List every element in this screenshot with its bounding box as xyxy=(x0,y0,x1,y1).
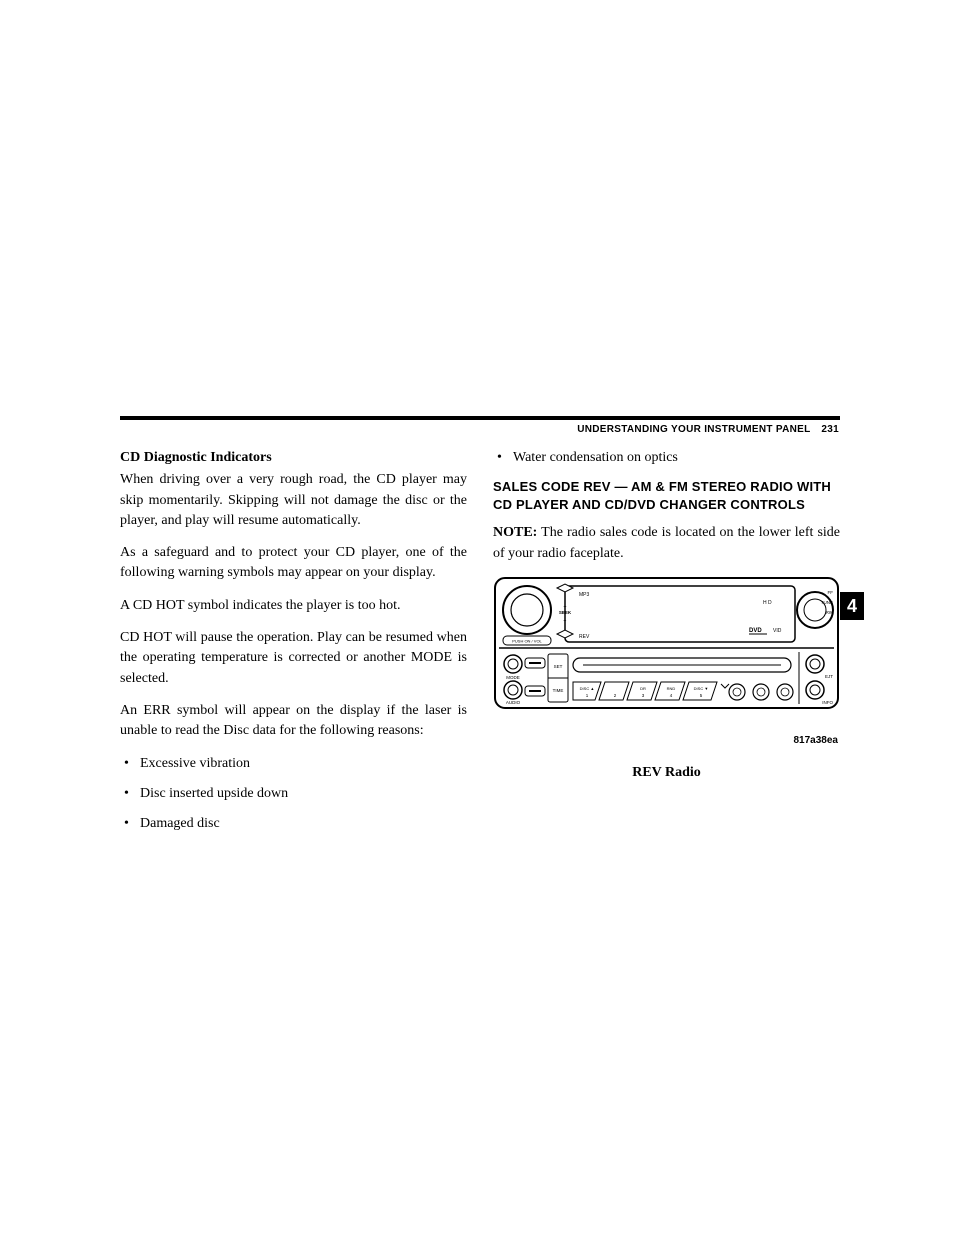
hd-label: H D xyxy=(763,600,772,606)
paragraph: As a safeguard and to protect your CD pl… xyxy=(120,543,467,584)
error-reasons-list: Excessive vibration Disc inserted upside… xyxy=(120,754,467,835)
rw-label: RW xyxy=(826,610,834,615)
radio-figure: PUSH ON / VOL + SEEK − MP3 REV H D DVD V… xyxy=(493,576,840,783)
rev-label: REV xyxy=(579,634,590,640)
running-header: UNDERSTANDING YOUR INSTRUMENT PANEL 231 xyxy=(577,424,839,435)
ff-label: FF xyxy=(828,590,834,595)
svg-text:DISC ▲: DISC ▲ xyxy=(580,686,595,691)
manual-page: UNDERSTANDING YOUR INSTRUMENT PANEL 231 … xyxy=(0,0,954,1235)
figure-caption: REV Radio xyxy=(493,763,840,783)
time-label: TIME xyxy=(553,688,564,693)
left-column: CD Diagnostic Indicators When driving ov… xyxy=(120,448,467,844)
error-reasons-list-cont: Water condensation on optics xyxy=(493,448,840,468)
note-text: The radio sales code is located on the l… xyxy=(493,525,840,560)
right-column: Water condensation on optics SALES CODE … xyxy=(493,448,840,844)
chapter-tab: 4 xyxy=(840,592,864,620)
paragraph: When driving over a very rough road, the… xyxy=(120,470,467,531)
figure-code: 817a38ea xyxy=(493,734,838,749)
svg-text:−: − xyxy=(564,618,567,624)
vid-label: VID xyxy=(773,628,782,634)
svg-text:DISC ▼: DISC ▼ xyxy=(694,686,709,691)
note-label: NOTE: xyxy=(493,525,537,540)
list-item: Disc inserted upside down xyxy=(124,784,467,804)
note-paragraph: NOTE: The radio sales code is located on… xyxy=(493,523,840,564)
list-item: Excessive vibration xyxy=(124,754,467,774)
svg-text:RND: RND xyxy=(667,686,676,691)
chapter-number: 4 xyxy=(847,596,857,617)
info-label: INFO xyxy=(822,700,833,705)
subheading-cd-diag: CD Diagnostic Indicators xyxy=(120,448,467,468)
page-number: 231 xyxy=(821,424,839,435)
radio-faceplate-diagram: PUSH ON / VOL + SEEK − MP3 REV H D DVD V… xyxy=(493,576,840,721)
paragraph: An ERR symbol will appear on the display… xyxy=(120,701,467,742)
set-label: SET xyxy=(554,664,563,669)
section-title: UNDERSTANDING YOUR INSTRUMENT PANEL xyxy=(577,424,810,435)
seek-label: SEEK xyxy=(559,610,572,615)
paragraph: CD HOT will pause the operation. Play ca… xyxy=(120,628,467,689)
header-rule xyxy=(120,416,840,420)
paragraph: A CD HOT symbol indicates the player is … xyxy=(120,596,467,616)
two-column-content: CD Diagnostic Indicators When driving ov… xyxy=(120,448,840,844)
push-vol-label: PUSH ON / VOL xyxy=(512,638,542,643)
subheading-sales-code: SALES CODE REV — AM & FM STEREO RADIO WI… xyxy=(493,478,840,513)
preset-row: DISC ▲ 1 2 DR 3 RND 4 DISC ▼ 5 xyxy=(573,682,717,700)
list-item: Damaged disc xyxy=(124,814,467,834)
dvd-label: DVD xyxy=(749,628,762,634)
mp3-label: MP3 xyxy=(579,592,590,598)
ejt-label: EJT xyxy=(825,674,833,679)
mode-label: MODE xyxy=(506,675,520,680)
list-item: Water condensation on optics xyxy=(497,448,840,468)
tune-label: TUNE xyxy=(821,600,833,605)
audio-label: AUDIO xyxy=(506,700,521,705)
svg-text:DR: DR xyxy=(640,686,646,691)
